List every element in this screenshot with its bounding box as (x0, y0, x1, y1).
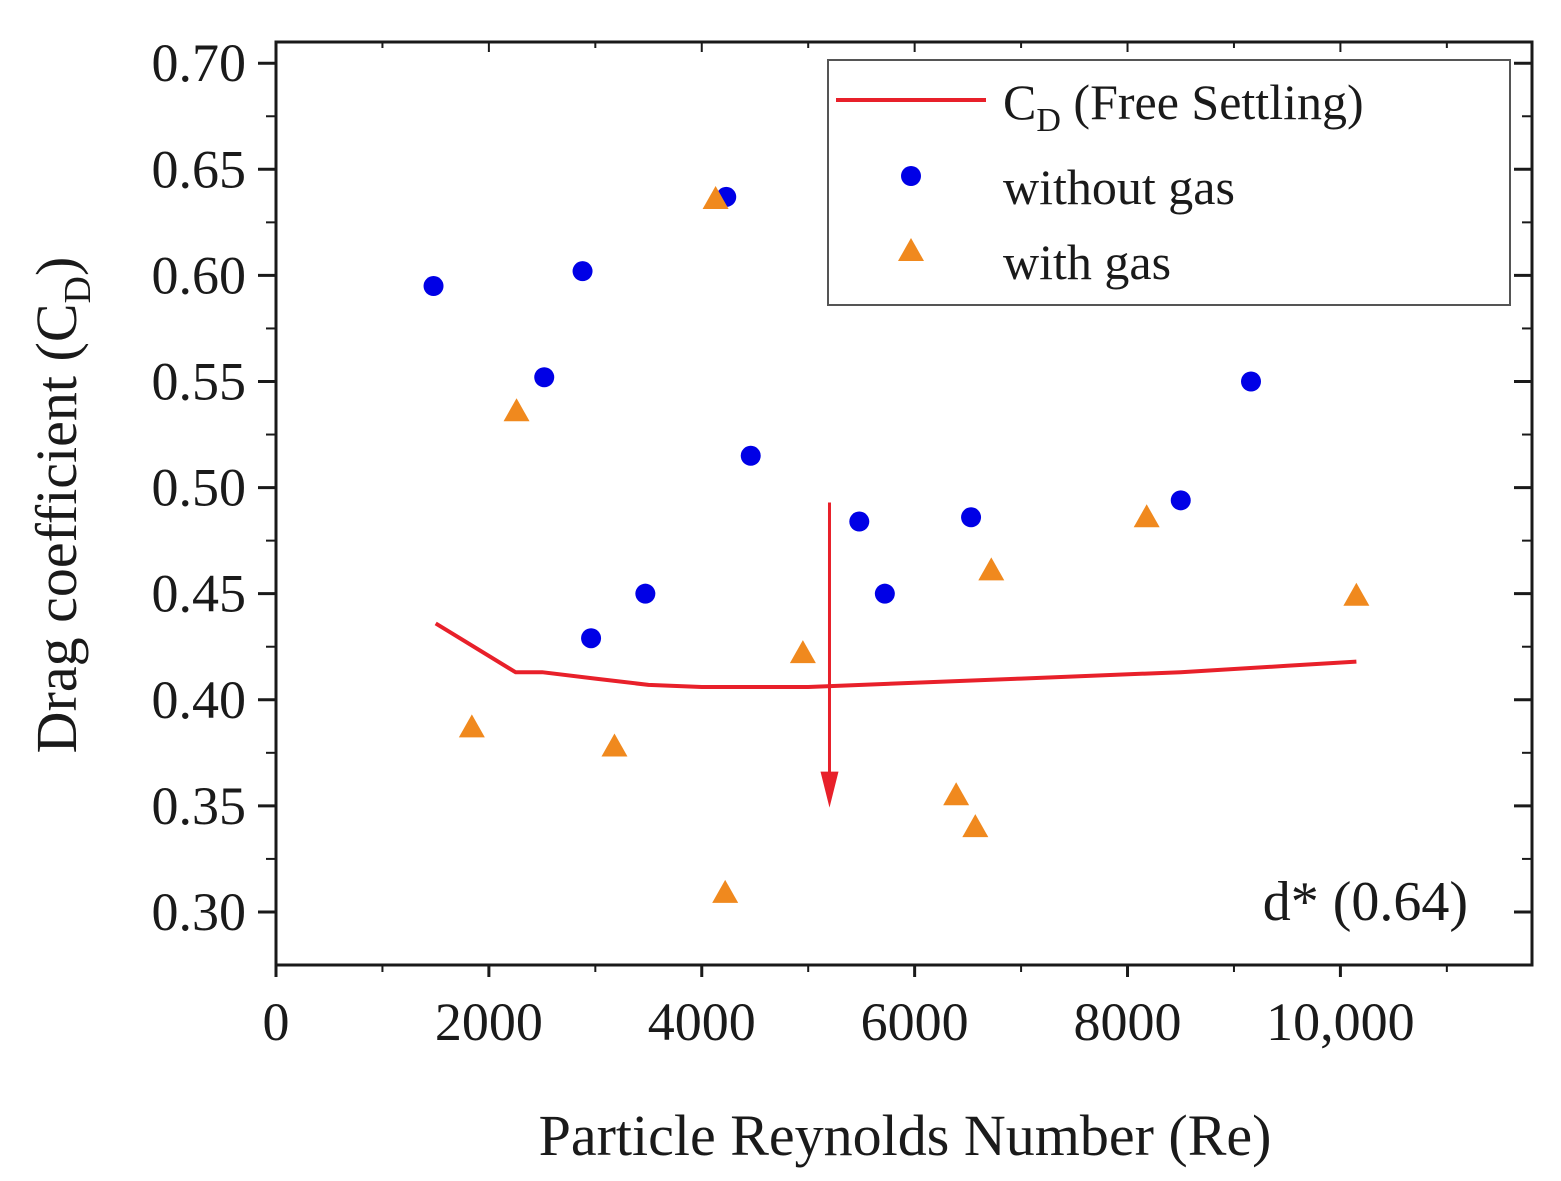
with-gas-point (601, 733, 628, 757)
without-gas-point (849, 511, 870, 532)
x-tick-label: 0 (263, 992, 290, 1052)
y-tick-label: 0.60 (152, 245, 247, 305)
without-gas-point (1170, 490, 1191, 511)
legend-label-main: C (1003, 74, 1036, 130)
without-gas-point (581, 628, 602, 649)
without-gas-point (1240, 371, 1261, 392)
with-gas-point (702, 186, 729, 210)
free-settling-line (434, 621, 1357, 689)
y-tick-label: 0.70 (152, 33, 247, 93)
arrow-head (820, 771, 839, 808)
without-gas-point (572, 261, 593, 282)
without-gas-point (635, 583, 656, 604)
series-layer (423, 186, 1370, 903)
with-gas-point (943, 782, 970, 806)
y-tick-label: 0.65 (152, 139, 247, 199)
y-tick-label: 0.50 (152, 458, 247, 518)
without-gas-point (874, 583, 895, 604)
with-gas-point (978, 557, 1005, 581)
x-axis: 0 2000 4000 6000 8000 10,000 (263, 42, 1448, 1052)
x-axis-title: Particle Reynolds Number (Re) (539, 1103, 1272, 1168)
with-gas-point (458, 714, 485, 738)
y-tick-label: 0.35 (152, 776, 247, 836)
annotation-label: d* (0.64) (1263, 871, 1468, 933)
legend-triangle-marker (898, 238, 924, 261)
y-axis-title-subscript: D (57, 276, 99, 303)
legend-label: with gas (1003, 234, 1171, 290)
with-gas-point (1133, 504, 1160, 528)
without-gas-point (534, 367, 555, 388)
legend: CD (Free Settling) without gas with gas (827, 59, 1511, 306)
y-tick-label: 0.45 (152, 564, 247, 624)
y-tick-label: 0.30 (152, 882, 247, 942)
without-gas-point (961, 507, 982, 528)
legend-circle-marker (901, 166, 921, 186)
without-gas-point (740, 445, 761, 466)
legend-label-main: with gas (1003, 234, 1171, 290)
y-axis-title: Drag coefficient (CD) (24, 257, 99, 754)
y-axis-title-close: ) (24, 257, 89, 276)
with-gas-point (712, 879, 739, 903)
legend-label-main: without gas (1003, 159, 1235, 215)
x-tick-label: 6000 (861, 992, 969, 1052)
y-axis: 0.30 0.35 0.40 0.45 0.50 0.55 0.60 0.65 0.70 (152, 33, 1532, 942)
y-axis-title-main: Drag coefficient (C (24, 303, 89, 753)
without-gas-point (423, 276, 444, 297)
plot-frame (274, 40, 1534, 967)
x-tick-label: 2000 (435, 992, 543, 1052)
x-tick-label: 4000 (648, 992, 756, 1052)
with-gas-point (789, 640, 816, 664)
x-tick-label: 10,000 (1266, 992, 1415, 1052)
y-tick-label: 0.40 (152, 670, 247, 730)
legend-label: CD (Free Settling) (1003, 74, 1364, 139)
with-gas-point (503, 398, 530, 422)
legend-label-suffix: (Free Settling) (1061, 74, 1364, 130)
legend-label: without gas (1003, 159, 1235, 215)
with-gas-point (962, 814, 989, 838)
with-gas-point (1343, 582, 1370, 606)
y-tick-label: 0.55 (152, 351, 247, 411)
x-tick-label: 8000 (1074, 992, 1182, 1052)
legend-label-subscript: D (1036, 102, 1061, 139)
